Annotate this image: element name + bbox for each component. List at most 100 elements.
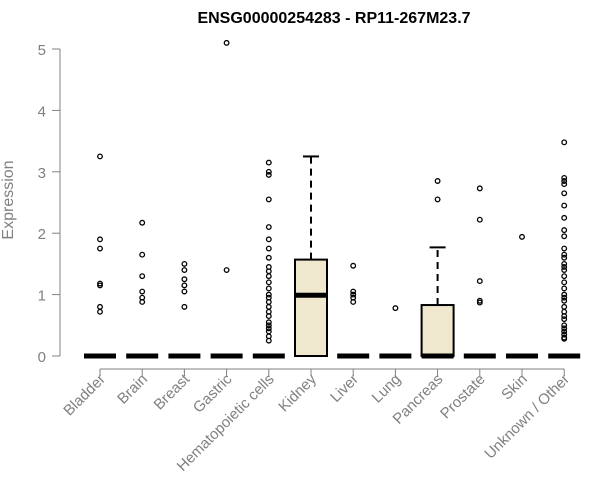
outlier-point xyxy=(181,267,188,273)
outlier-point xyxy=(265,303,272,310)
outlier-point xyxy=(97,236,103,243)
outlier-point xyxy=(181,276,188,283)
outlier-point xyxy=(181,303,188,310)
outlier-point xyxy=(181,260,188,267)
outlier-point xyxy=(265,224,272,231)
outlier-point xyxy=(265,291,272,298)
outlier-point xyxy=(265,236,272,243)
outlier-point xyxy=(181,282,188,289)
outlier-point xyxy=(223,267,230,273)
box-kidney xyxy=(294,155,328,357)
outlier-point xyxy=(561,260,568,267)
outlier-point xyxy=(265,337,272,344)
outlier-point xyxy=(476,278,483,285)
outlier-point xyxy=(561,214,568,221)
outlier-point xyxy=(561,322,568,329)
outlier-point xyxy=(265,325,272,332)
x-category-label: Liver xyxy=(327,371,362,406)
x-category-label: Lung xyxy=(369,371,405,407)
outlier-point xyxy=(561,294,568,301)
outlier-point xyxy=(561,178,568,184)
box-skin xyxy=(506,233,538,359)
outlier-point xyxy=(139,299,146,305)
outlier-point xyxy=(561,291,568,298)
outlier-point xyxy=(476,299,483,306)
outlier-point xyxy=(561,202,568,209)
outlier-point xyxy=(519,233,525,240)
outlier-point xyxy=(561,227,568,234)
outlier-point xyxy=(561,316,568,323)
y-tick-label: 2 xyxy=(38,226,46,243)
y-axis-label: Expression xyxy=(0,160,17,239)
box-breast xyxy=(168,260,201,359)
outlier-point xyxy=(561,233,568,240)
outlier-point xyxy=(265,313,272,320)
outlier-point xyxy=(476,185,483,192)
x-category-label: Bladder xyxy=(60,371,109,420)
outlier-point xyxy=(561,251,568,258)
y-tick-label: 3 xyxy=(38,165,46,182)
outlier-point xyxy=(265,273,272,280)
x-category-label: Brain xyxy=(114,371,151,408)
outlier-point xyxy=(97,282,103,289)
x-category-label: Kidney xyxy=(275,370,320,415)
y-tick-label: 1 xyxy=(38,288,46,305)
outlier-point xyxy=(139,219,146,226)
outlier-point xyxy=(265,319,272,326)
outlier-point xyxy=(265,279,272,286)
box-lung xyxy=(379,305,412,359)
outlier-point xyxy=(561,181,568,188)
box-bladder xyxy=(84,153,116,359)
box-series xyxy=(84,39,581,359)
outlier-point xyxy=(265,254,272,261)
outlier-point xyxy=(350,262,357,269)
outlier-point xyxy=(392,305,399,312)
outlier-point xyxy=(561,254,568,261)
box-hematopoietic-cells xyxy=(252,159,285,359)
outlier-point xyxy=(434,178,441,184)
y-tick-label: 4 xyxy=(38,103,46,120)
outlier-point xyxy=(561,285,568,292)
outlier-point xyxy=(139,288,146,295)
box-brain xyxy=(126,219,159,359)
x-category-label: Skin xyxy=(498,371,531,404)
outlier-point xyxy=(350,299,357,305)
outlier-point xyxy=(97,153,103,160)
x-category-label: Prostate xyxy=(437,371,489,423)
y-tick-label: 5 xyxy=(38,42,46,59)
outlier-point xyxy=(561,273,568,280)
outlier-point xyxy=(265,171,272,178)
box-gastric xyxy=(210,39,243,359)
outlier-point xyxy=(97,308,103,315)
outlier-point xyxy=(97,245,103,252)
outlier-point xyxy=(561,297,568,304)
outlier-point xyxy=(561,245,568,252)
outlier-point xyxy=(434,196,441,203)
chart-title: ENSG00000254283 - RP11-267M23.7 xyxy=(197,10,470,27)
outlier-point xyxy=(561,313,568,320)
outlier-point xyxy=(561,279,568,286)
outlier-point xyxy=(561,139,568,146)
outlier-point xyxy=(561,328,568,335)
outlier-point xyxy=(265,328,272,335)
y-axis: 0 1 2 3 4 5 xyxy=(38,42,61,366)
outlier-point xyxy=(97,303,103,310)
y-tick-label: 0 xyxy=(38,349,46,366)
outlier-point xyxy=(350,291,357,298)
outlier-point xyxy=(265,196,272,203)
outlier-point xyxy=(265,285,272,292)
outlier-point xyxy=(561,267,568,273)
outlier-point xyxy=(561,335,568,342)
outlier-point xyxy=(476,216,483,223)
box-pancreas xyxy=(420,178,455,359)
outlier-point xyxy=(181,288,188,295)
outlier-point xyxy=(265,168,272,175)
box-unknown-other xyxy=(548,139,581,359)
outlier-point xyxy=(561,174,568,181)
outlier-point xyxy=(265,159,272,166)
outlier-point xyxy=(265,245,272,252)
outlier-point xyxy=(350,288,357,295)
box-body xyxy=(420,304,455,357)
